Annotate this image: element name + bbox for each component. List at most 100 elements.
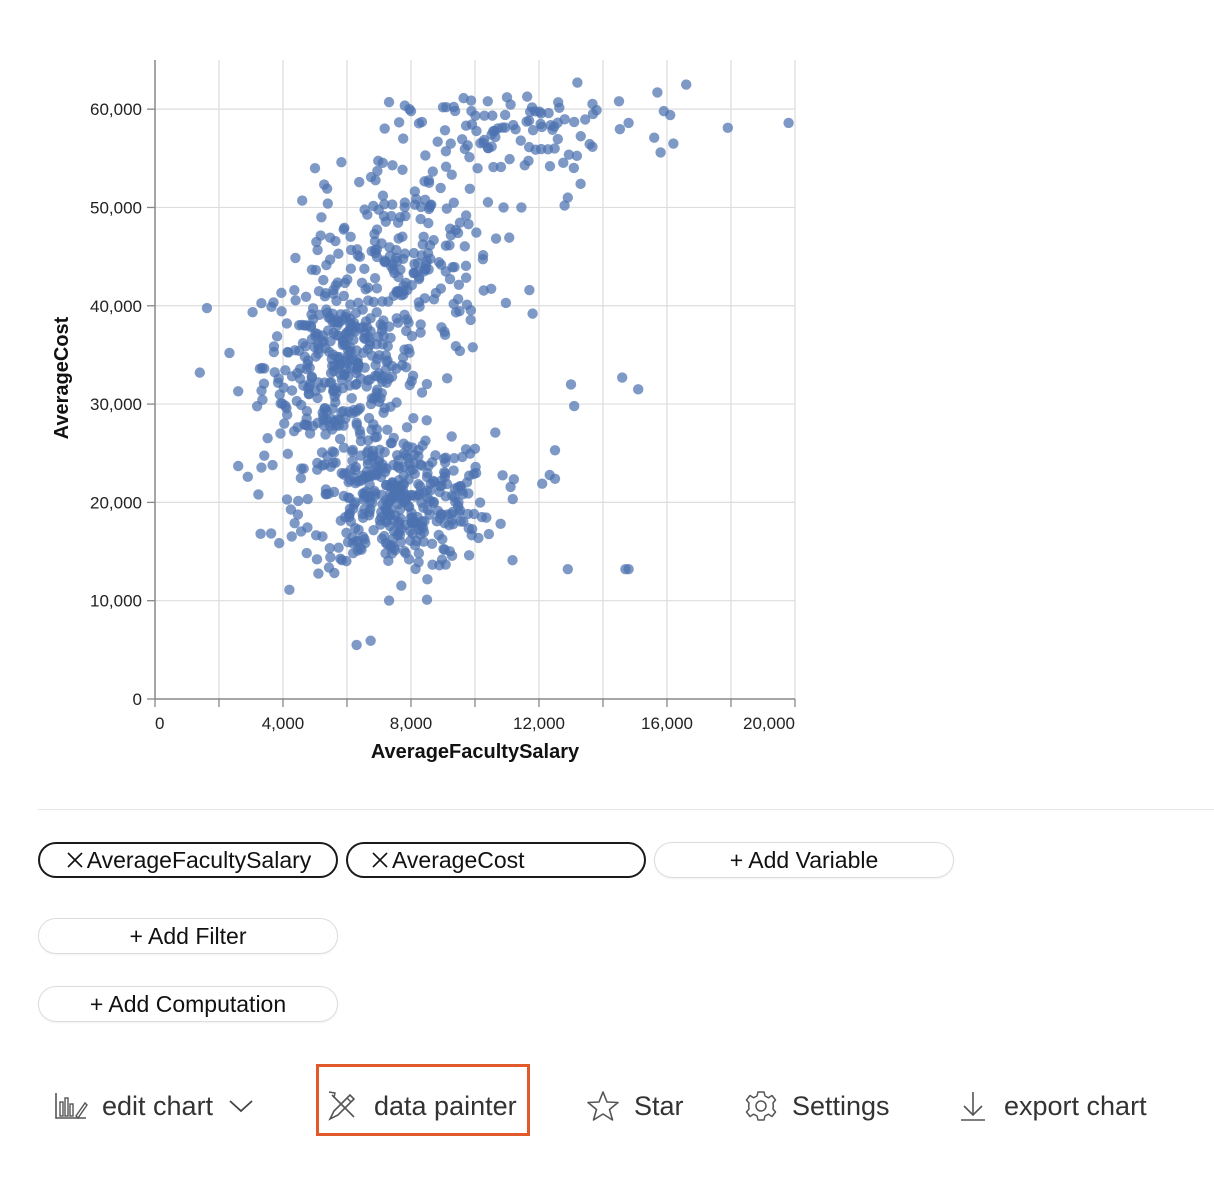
data-point xyxy=(613,96,625,107)
close-icon[interactable] xyxy=(370,850,390,870)
data-point xyxy=(359,263,370,275)
data-point xyxy=(388,459,399,471)
data-point xyxy=(305,321,317,333)
data-point xyxy=(521,91,533,102)
data-point xyxy=(465,314,476,326)
data-point xyxy=(464,151,475,163)
y-tick-label: 60,000 xyxy=(90,100,142,119)
settings-button[interactable]: Settings xyxy=(744,1078,890,1134)
data-point xyxy=(446,431,457,442)
data-point xyxy=(311,554,323,565)
data-point xyxy=(242,471,253,483)
data-point xyxy=(286,385,298,396)
data-point xyxy=(291,395,302,407)
data-point xyxy=(415,213,426,225)
data-point xyxy=(614,123,626,135)
data-point xyxy=(463,218,474,230)
data-point xyxy=(347,446,358,457)
data-point xyxy=(373,155,384,167)
data-point xyxy=(334,433,346,445)
chevron-down-icon[interactable] xyxy=(227,1096,255,1116)
data-point xyxy=(403,554,415,565)
data-point xyxy=(194,367,205,378)
data-point xyxy=(368,524,379,536)
data-point xyxy=(347,408,358,419)
data-point xyxy=(318,274,329,286)
data-point xyxy=(361,381,372,392)
data-point xyxy=(320,484,332,495)
data-point xyxy=(341,364,352,375)
data-point xyxy=(440,240,452,251)
star-button[interactable]: Star xyxy=(586,1078,684,1134)
data-point xyxy=(414,301,425,312)
data-point xyxy=(668,138,679,149)
data-point xyxy=(649,132,660,143)
data-point xyxy=(369,432,381,443)
data-point xyxy=(463,550,475,561)
data-point xyxy=(435,259,447,270)
data-point xyxy=(418,231,429,243)
data-point xyxy=(353,524,364,535)
data-point xyxy=(399,545,410,557)
data-point xyxy=(465,95,477,106)
data-point xyxy=(267,459,278,471)
data-point xyxy=(462,508,474,520)
data-point xyxy=(439,544,450,555)
data-point xyxy=(387,160,398,171)
data-point xyxy=(364,339,376,351)
data-point xyxy=(338,290,350,302)
data-point xyxy=(584,138,595,150)
data-point xyxy=(301,405,313,417)
data-point xyxy=(281,409,293,420)
data-point xyxy=(262,432,273,444)
data-point xyxy=(379,402,390,414)
data-point xyxy=(318,179,330,190)
data-point xyxy=(253,489,264,500)
x-tick-label: 16,000 xyxy=(641,714,693,733)
points-layer xyxy=(194,77,794,651)
data-point xyxy=(508,119,519,131)
data-point xyxy=(399,248,411,259)
data-point xyxy=(348,472,359,483)
data-point xyxy=(380,216,391,227)
data-point xyxy=(447,262,458,273)
data-point xyxy=(440,146,452,157)
data-point xyxy=(388,290,400,301)
data-point xyxy=(441,101,452,113)
data-point xyxy=(384,242,395,253)
data-point xyxy=(371,469,382,481)
data-point xyxy=(346,392,357,404)
export-chart-button[interactable]: export chart xyxy=(956,1078,1147,1134)
data-point xyxy=(486,141,497,152)
add-variable-button[interactable]: + Add Variable xyxy=(654,842,954,878)
gear-icon xyxy=(745,1091,777,1121)
data-point xyxy=(460,272,472,283)
data-point xyxy=(382,424,393,436)
data-point xyxy=(441,203,453,214)
data-point xyxy=(421,415,432,426)
data-point xyxy=(665,109,676,121)
data-point xyxy=(460,120,472,131)
data-point xyxy=(328,486,340,498)
add-filter-button[interactable]: + Add Filter xyxy=(38,918,338,954)
data-point xyxy=(256,298,267,309)
data-point xyxy=(431,516,443,527)
data-point xyxy=(275,428,286,439)
data-point xyxy=(422,504,434,516)
data-point xyxy=(354,402,366,414)
variable-pill-average-cost[interactable]: AverageCost xyxy=(346,842,646,878)
data-point xyxy=(562,192,573,203)
data-point xyxy=(499,109,511,121)
close-icon[interactable] xyxy=(65,850,85,870)
data-painter-button[interactable]: data painter xyxy=(326,1078,517,1134)
data-point xyxy=(345,231,356,243)
data-point xyxy=(393,117,405,128)
data-point xyxy=(395,264,406,275)
edit-chart-button[interactable]: edit chart xyxy=(54,1078,255,1134)
add-computation-button[interactable]: + Add Computation xyxy=(38,986,338,1022)
data-point xyxy=(435,182,446,194)
data-point xyxy=(452,501,464,512)
variable-pill-average-faculty-salary[interactable]: AverageFacultySalary xyxy=(38,842,338,878)
data-point xyxy=(315,230,326,241)
data-point xyxy=(400,449,412,461)
